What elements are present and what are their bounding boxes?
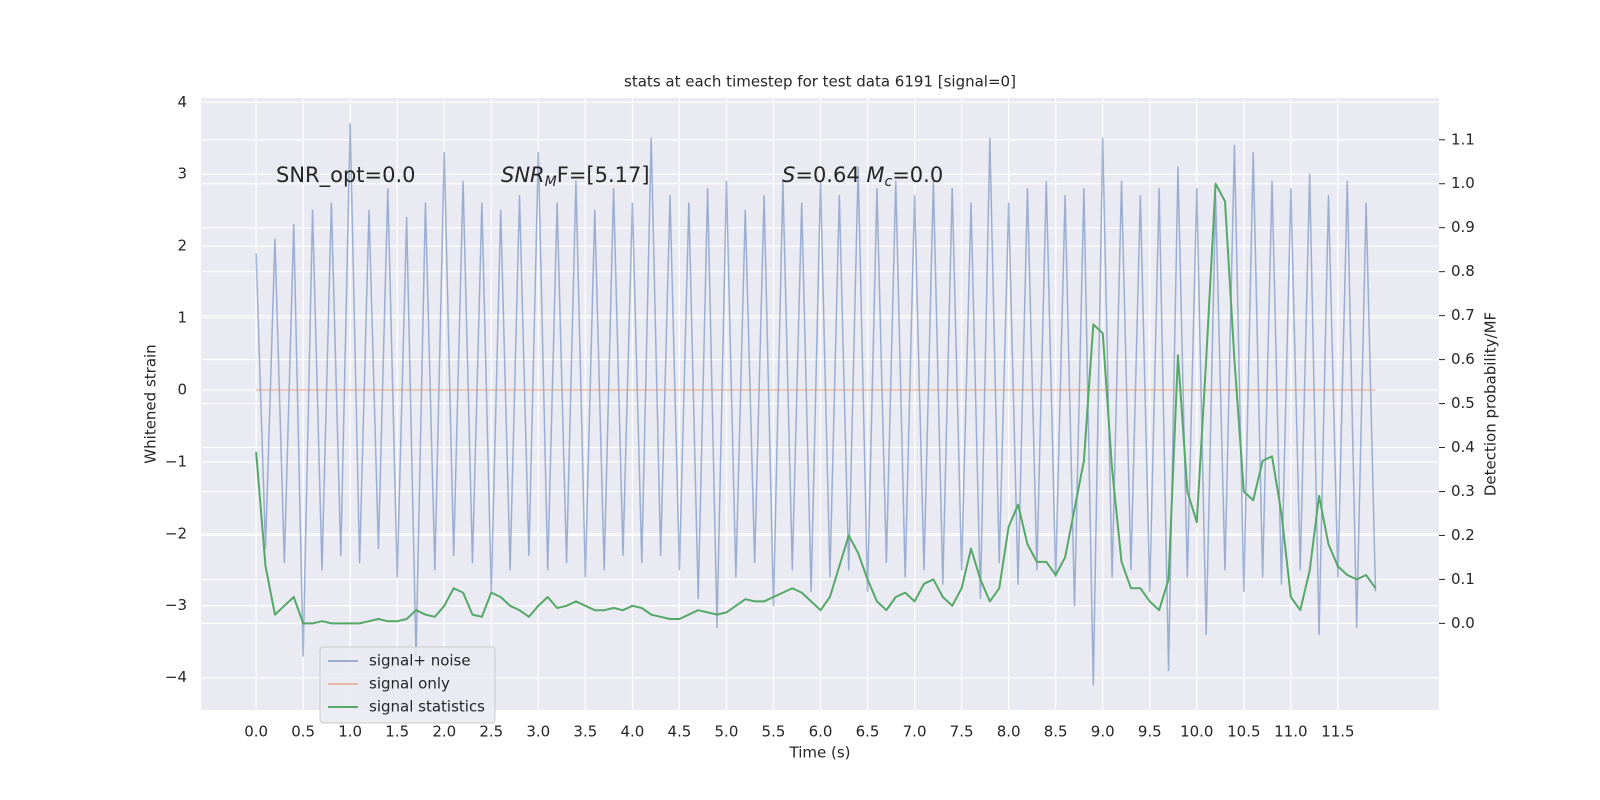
y2-tick-label: 0.6 [1451, 350, 1475, 368]
y2-tick-label: 0.3 [1451, 482, 1475, 500]
x-tick-label: 0.5 [291, 723, 315, 741]
annotation: SNR_opt=0.0 [276, 163, 416, 188]
x-tick-label: 11.5 [1321, 723, 1354, 741]
x-tick-label: 2.0 [432, 723, 456, 741]
chart-title: stats at each timestep for test data 619… [624, 73, 1016, 91]
x-tick-label: 2.5 [479, 723, 503, 741]
x-axis-label: Time (s) [789, 744, 851, 762]
annotation-part: =0.64 [795, 163, 866, 187]
annotation-part: SNR_opt=0.0 [276, 163, 416, 188]
y2-tick-label: 0.9 [1451, 218, 1475, 236]
x-tick-label: 0.0 [244, 723, 268, 741]
y2-tick-label: 0.0 [1451, 614, 1475, 632]
x-tick-label: 3.5 [573, 723, 597, 741]
legend-label: signal statistics [369, 698, 485, 716]
x-tick-label: 7.5 [950, 723, 974, 741]
x-tick-label: 3.0 [526, 723, 550, 741]
annotation-part: c [885, 174, 893, 190]
x-tick-label: 5.5 [762, 723, 786, 741]
x-tick-label: 10.5 [1227, 723, 1260, 741]
y2-tick-label: 1.0 [1451, 174, 1475, 192]
y-tick-label: −3 [165, 596, 187, 614]
y2-tick-label: 0.2 [1451, 526, 1475, 544]
x-tick-label: 10.0 [1180, 723, 1213, 741]
annotation: S=0.64 Mc=0.0 [782, 163, 943, 190]
y2-tick-label: 0.1 [1451, 570, 1475, 588]
annotation-part: M [866, 163, 884, 187]
legend-label: signal only [369, 675, 450, 693]
x-tick-label: 6.5 [856, 723, 880, 741]
annotation-part: F=[5.17] [557, 163, 650, 187]
x-tick-label: 9.5 [1138, 723, 1162, 741]
y-tick-label: 4 [177, 93, 187, 111]
legend-label: signal+ noise [369, 652, 471, 670]
y2-tick-label: 1.1 [1451, 130, 1475, 148]
y2-axis-label: Detection probability/MF [1482, 312, 1500, 496]
y-tick-label: −4 [165, 668, 187, 686]
y2-tick-label: 0.7 [1451, 306, 1475, 324]
x-tick-label: 1.5 [385, 723, 409, 741]
y-tick-label: −1 [165, 452, 187, 470]
y2-tick-label: 0.8 [1451, 262, 1475, 280]
y-tick-label: −2 [165, 524, 187, 542]
x-tick-label: 9.0 [1091, 723, 1115, 741]
y2-tick-label: 0.4 [1451, 438, 1475, 456]
y-tick-label: 0 [177, 380, 187, 398]
annotation-part: SNR [501, 163, 545, 187]
x-tick-label: 11.0 [1274, 723, 1307, 741]
annotation-part: S [782, 163, 795, 187]
annotation: SNRMF=[5.17] [501, 163, 650, 190]
y-tick-label: 2 [177, 237, 187, 255]
x-tick-label: 5.0 [715, 723, 739, 741]
x-tick-label: 4.5 [667, 723, 691, 741]
annotation-part: M [545, 174, 557, 190]
series-line [255, 182, 1377, 625]
y-tick-label: 3 [177, 165, 187, 183]
annotation-part: =0.0 [892, 163, 943, 187]
y-tick-label: 1 [177, 309, 187, 327]
x-tick-label: 4.0 [620, 723, 644, 741]
y2-tick-label: 0.5 [1451, 394, 1475, 412]
series-line [255, 123, 1377, 686]
x-tick-label: 1.0 [338, 723, 362, 741]
x-tick-label: 6.0 [809, 723, 833, 741]
legend-box [319, 646, 496, 724]
x-tick-label: 8.5 [1044, 723, 1068, 741]
x-tick-label: 7.0 [903, 723, 927, 741]
x-tick-label: 8.0 [997, 723, 1021, 741]
y-axis-label: Whitened strain [142, 344, 160, 463]
